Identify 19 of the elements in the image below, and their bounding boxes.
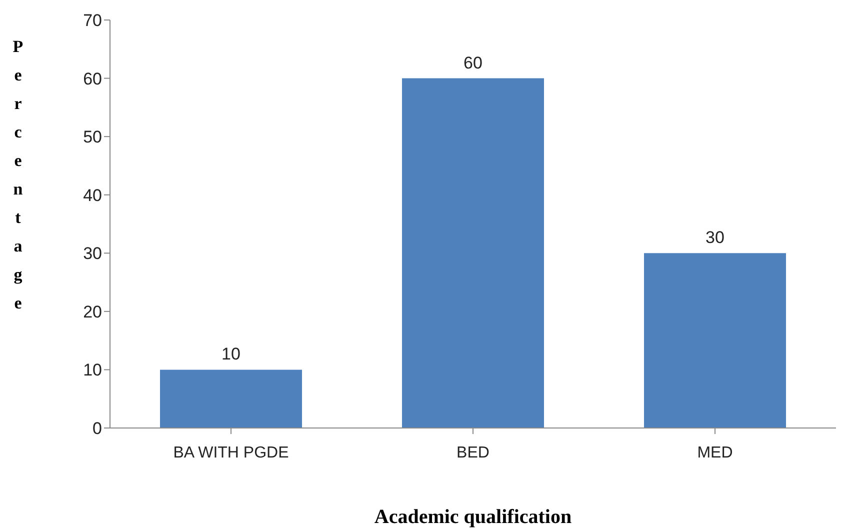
y-tick-label: 40	[83, 186, 102, 205]
bar	[644, 253, 786, 428]
bar	[402, 78, 544, 428]
text: Percentage	[12, 37, 24, 312]
y-tick-label: 50	[83, 128, 102, 147]
data-label: 10	[222, 344, 240, 364]
data-label: 60	[464, 53, 482, 72]
x-tick-label: MED	[697, 444, 733, 462]
y-tick-label: 0	[92, 419, 102, 438]
x-tick-label: BA WITH PGDE	[173, 444, 289, 462]
data-label: 30	[706, 228, 724, 248]
y-tick-label: 10	[83, 360, 102, 380]
y-tick-label: 30	[83, 244, 102, 264]
x-tick-label: BED	[456, 444, 490, 462]
y-tick-label: 20	[83, 302, 102, 322]
x-axis-title: Academic qualification	[374, 506, 572, 528]
y-tick-label: 70	[83, 11, 102, 30]
bar	[160, 370, 302, 428]
y-tick-label: 60	[83, 69, 102, 88]
